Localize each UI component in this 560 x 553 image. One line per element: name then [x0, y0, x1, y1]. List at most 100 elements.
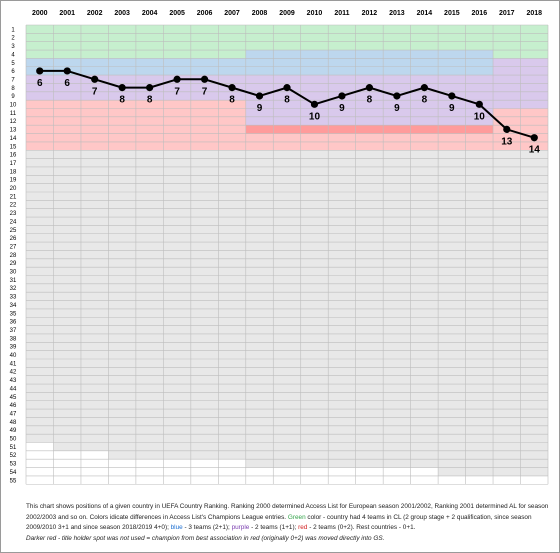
red-band [520, 108, 548, 151]
darker-red-band [245, 125, 274, 134]
year-label: 2008 [252, 10, 268, 17]
rank-tick-label: 13 [10, 128, 17, 134]
rank-tick-label: 32 [10, 286, 17, 292]
green-band [273, 25, 301, 51]
rank-tick-label: 6 [11, 69, 15, 75]
green-band [300, 25, 329, 51]
darker-red-band [300, 125, 329, 134]
rank-tick-label: 25 [10, 228, 17, 234]
blue-band [355, 50, 384, 76]
year-label: 2006 [197, 10, 213, 17]
ranking-data-label: 6 [37, 78, 43, 89]
gray-band [520, 150, 548, 476]
rank-tick-label: 18 [10, 169, 17, 175]
rank-tick-label: 54 [10, 470, 17, 476]
rank-tick-label: 31 [10, 278, 17, 284]
rank-tick-label: 42 [10, 370, 17, 376]
rank-tick-label: 47 [10, 411, 17, 417]
darker-red-band [438, 125, 466, 134]
caption-text-6: Darker red - title holder spot was not u… [26, 534, 385, 542]
ranking-point [365, 84, 374, 92]
blue-band [465, 50, 494, 76]
rank-tick-label: 15 [10, 144, 17, 150]
darker-red-band [383, 125, 411, 134]
ranking-series: 6 6 7 8 8 7 7 8 9 8 10 9 8 9 8 9 10 13 14 [36, 67, 541, 156]
rank-tick-label: 10 [10, 103, 17, 109]
rank-tick-label: 45 [10, 395, 17, 401]
darker-red-band [355, 125, 384, 134]
ranking-point [200, 75, 209, 83]
rank-tick-label: 11 [10, 111, 17, 117]
rank-tick-label: 7 [11, 77, 15, 83]
rank-tick-label: 5 [11, 61, 15, 67]
caption-text-4: - 2 teams (1+1); [249, 524, 299, 531]
blue-band [438, 50, 466, 76]
gray-band [135, 150, 164, 460]
ranking-data-label: 8 [229, 95, 235, 106]
year-label: 2005 [169, 10, 185, 17]
rank-tick-label: 44 [10, 386, 17, 392]
rank-tick-label: 4 [11, 52, 15, 58]
ranking-point [420, 84, 428, 92]
ranking-data-label: 9 [449, 103, 455, 114]
ranking-point [393, 92, 401, 100]
rank-tick-label: 29 [10, 261, 17, 267]
year-label: 2000 [32, 10, 48, 17]
green-band [410, 25, 439, 51]
blue-band [383, 50, 411, 76]
green-band [383, 25, 411, 51]
ranking-point [91, 75, 99, 83]
blue-band [410, 50, 439, 76]
rank-axis: 1234567891011121314151617181920212223242… [10, 27, 17, 484]
ranking-point [146, 84, 154, 92]
darker-red-band [328, 125, 356, 134]
caption-text-3: - 3 teams (2+1); [182, 524, 232, 531]
ranking-data-label: 8 [284, 95, 290, 106]
chart-caption: This chart shows positions of a given co… [26, 502, 556, 544]
gray-band [26, 150, 54, 443]
caption-red-word: red [298, 524, 308, 531]
rank-tick-label: 24 [10, 219, 17, 225]
ranking-point [255, 92, 264, 100]
purple-band [53, 75, 81, 101]
rank-tick-label: 27 [10, 244, 17, 250]
rank-tick-label: 37 [10, 328, 17, 334]
caption-purple-word: purple [231, 524, 250, 531]
ranking-data-label: 14 [529, 145, 541, 156]
ranking-data-label: 6 [64, 78, 70, 89]
ranking-data-label: 7 [202, 86, 208, 97]
ranking-data-label: 9 [339, 103, 345, 114]
ranking-point [448, 92, 456, 100]
ranking-data-label: 7 [174, 86, 180, 97]
caption-text-5: - 2 teams (0+2). Rest countries - 0+1. [307, 524, 416, 531]
caption-green-word: Green [287, 513, 306, 521]
rank-tick-label: 35 [10, 311, 17, 317]
rank-tick-label: 2 [11, 36, 15, 42]
darker-red-band [273, 125, 301, 134]
rank-tick-label: 40 [10, 353, 17, 359]
year-label: 2017 [499, 10, 515, 17]
year-label: 2003 [114, 10, 130, 17]
rank-tick-label: 12 [10, 119, 17, 125]
year-label: 2011 [334, 10, 349, 17]
rank-tick-label: 48 [10, 420, 17, 426]
caption-text-2: color - country had 4 teams in CL (2 gro… [26, 513, 532, 532]
green-band [355, 25, 384, 51]
year-label: 2001 [59, 10, 75, 17]
caption-text-1: This chart shows positions of a given co… [26, 503, 549, 521]
rank-tick-label: 23 [10, 211, 17, 217]
green-band [328, 25, 356, 51]
rank-tick-label: 49 [10, 428, 17, 434]
rank-tick-label: 30 [10, 270, 17, 276]
rank-tick-label: 41 [10, 361, 17, 367]
year-label: 2018 [526, 10, 542, 17]
rank-tick-label: 3 [11, 44, 15, 50]
rank-tick-label: 53 [10, 462, 17, 468]
ranking-point [283, 84, 291, 92]
gray-band [108, 150, 136, 460]
blue-band [245, 50, 274, 76]
gray-band [438, 150, 466, 476]
year-axis: 2000 2001 2002 2003 2004 2005 2006 2007 2008 2009… [32, 10, 542, 17]
ranking-data-label: 7 [92, 86, 98, 97]
